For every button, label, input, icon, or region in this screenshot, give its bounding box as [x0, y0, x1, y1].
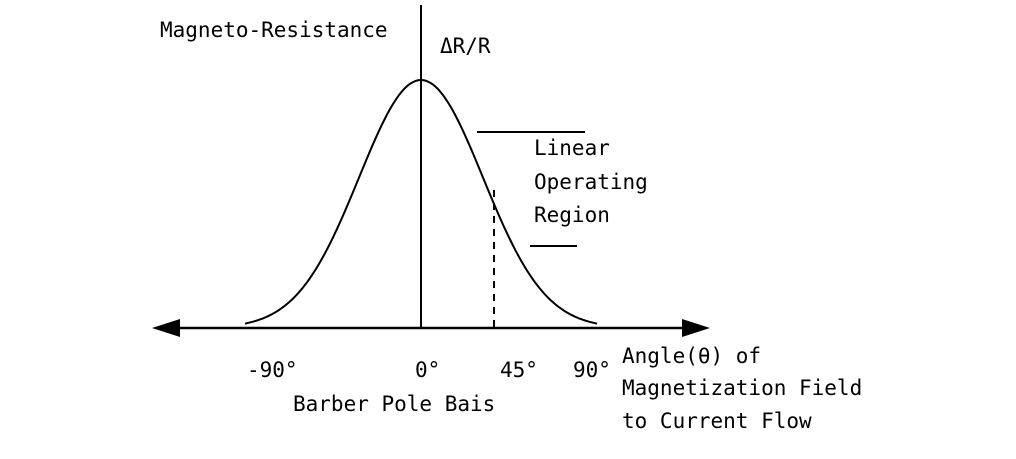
- x-tick-label: 45°: [500, 358, 538, 382]
- y-axis-title: Magneto-Resistance: [160, 18, 388, 42]
- x-axis-left-arrow: [152, 319, 180, 337]
- x-tick-label: 90°: [573, 358, 611, 382]
- bias-label: Barber Pole Bais: [293, 392, 496, 416]
- x-axis-title-line-1: Angle(θ) of: [622, 344, 762, 368]
- magnetoresistance-curve: [244, 78, 598, 325]
- x-tick-label: 0°: [415, 358, 441, 382]
- region-label-line-2: Operating: [534, 170, 648, 194]
- x-axis-title-line-3: to Current Flow: [622, 409, 812, 433]
- region-label-line-3: Region: [534, 203, 610, 227]
- x-tick-label: -90°: [247, 358, 298, 382]
- y-axis-symbol: ΔR/R: [440, 34, 491, 58]
- region-label-line-1: Linear: [534, 136, 610, 160]
- x-axis-right-arrow: [682, 319, 710, 337]
- x-axis-title-line-2: Magnetization Field: [622, 376, 863, 400]
